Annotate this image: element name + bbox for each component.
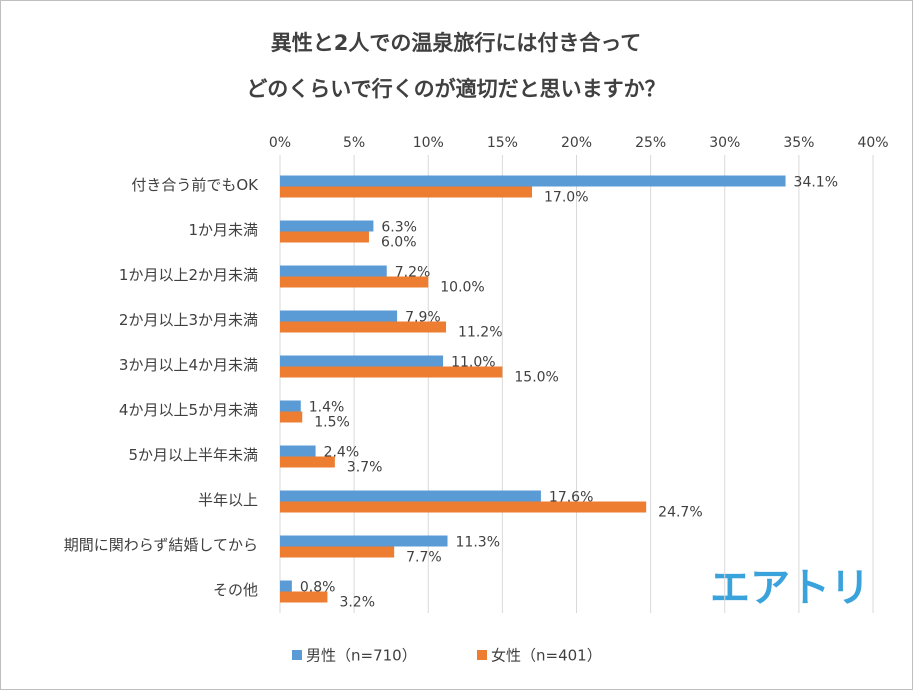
bar — [280, 186, 533, 198]
value-label: 1.5% — [314, 415, 350, 431]
x-tick-label: 0% — [269, 135, 291, 151]
x-tick-label: 10% — [413, 135, 444, 151]
watermark: エアトリ — [710, 565, 870, 611]
y-tick-label: その他 — [213, 581, 258, 599]
chart-title: 異性と2人での温泉旅行には付き合って — [271, 31, 642, 55]
value-label: 10.0% — [440, 280, 484, 296]
value-label: 6.3% — [381, 220, 417, 236]
bar — [280, 175, 786, 187]
value-label: 3.7% — [347, 460, 383, 476]
bar — [280, 276, 429, 288]
bar — [280, 445, 316, 457]
chart-title: どのくらいで行くのが適切だと思いますか？ — [246, 77, 665, 101]
y-tick-label: 3か月以上4か月未満 — [119, 356, 258, 374]
value-label: 6.0% — [381, 235, 417, 251]
bar — [280, 456, 335, 468]
bar — [280, 355, 444, 367]
bar — [280, 265, 387, 277]
y-tick-label: 4か月以上5か月未満 — [119, 401, 258, 419]
y-tick-label: 5か月以上半年未満 — [128, 446, 258, 464]
value-label: 1.4% — [309, 400, 345, 416]
value-label: 34.1% — [794, 175, 838, 191]
x-tick-label: 5% — [343, 135, 365, 151]
value-label: 17.0% — [544, 190, 588, 206]
bar — [280, 366, 503, 378]
bar — [280, 546, 395, 558]
x-tick-label: 40% — [857, 135, 888, 151]
bar — [280, 231, 369, 243]
legend-label: 女性（n=401） — [491, 647, 602, 665]
x-tick-label: 25% — [635, 135, 666, 151]
y-tick-label: 期間に関わらず結婚してから — [64, 536, 258, 554]
value-label: 24.7% — [658, 505, 702, 521]
x-tick-label: 30% — [709, 135, 740, 151]
bar — [280, 310, 398, 322]
bar — [280, 321, 447, 333]
bar — [280, 535, 448, 547]
legend-swatch — [477, 650, 487, 660]
value-label: 15.0% — [514, 370, 558, 386]
value-label: 11.2% — [458, 325, 502, 341]
bar — [280, 591, 328, 603]
value-label: 11.3% — [456, 535, 500, 551]
bar — [280, 400, 301, 412]
y-tick-label: 2か月以上3か月未満 — [119, 311, 258, 329]
x-tick-label: 20% — [561, 135, 592, 151]
value-label: 3.2% — [339, 595, 375, 611]
bar — [280, 490, 541, 502]
legend-label: 男性（n=710） — [306, 647, 417, 665]
y-tick-label: 1か月以上2か月未満 — [119, 266, 258, 284]
y-tick-label: 1か月未満 — [188, 221, 258, 239]
bar — [280, 501, 647, 513]
y-tick-label: 付き合う前でもOK — [131, 176, 259, 194]
y-tick-label: 半年以上 — [198, 491, 258, 509]
x-tick-label: 15% — [487, 135, 518, 151]
bar — [280, 580, 292, 592]
value-label: 7.7% — [406, 550, 442, 566]
bar — [280, 220, 374, 232]
x-tick-label: 35% — [783, 135, 814, 151]
legend-swatch — [292, 650, 302, 660]
bar — [280, 411, 303, 423]
